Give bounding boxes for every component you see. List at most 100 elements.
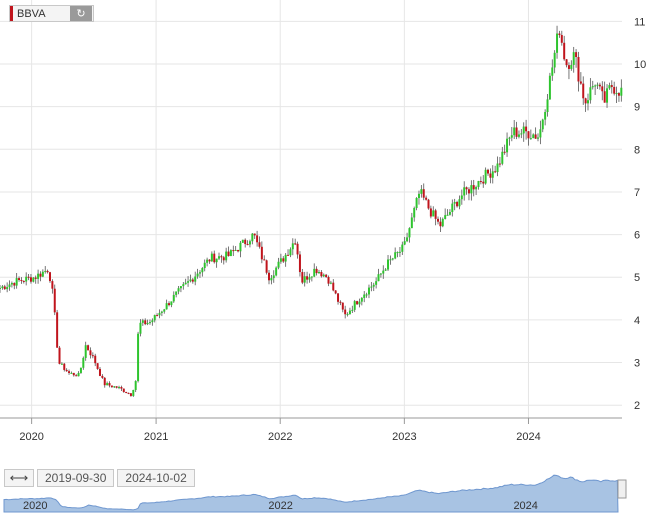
candle-body	[408, 228, 411, 238]
candle-body	[96, 363, 99, 369]
candle-body	[275, 267, 278, 276]
candle-body	[601, 86, 604, 92]
candle-body	[301, 272, 304, 283]
candle-body	[41, 271, 44, 277]
candle-body	[484, 169, 487, 184]
candle-body	[560, 35, 563, 43]
candle-body	[513, 127, 516, 136]
candle-body	[256, 235, 259, 243]
candle-body	[434, 210, 437, 219]
candle-body	[310, 276, 313, 278]
candle-body	[258, 242, 261, 247]
candle-body	[56, 312, 59, 348]
candle-body	[189, 279, 192, 282]
candle-body	[556, 33, 559, 53]
candle-body	[272, 275, 275, 279]
candle-body	[260, 246, 263, 260]
navigator-handle[interactable]	[617, 479, 627, 499]
candle-body	[175, 291, 178, 295]
candle-body	[101, 375, 104, 378]
candle-body	[187, 281, 190, 283]
candle-body	[201, 268, 204, 273]
candle-body	[351, 309, 354, 311]
candle-body	[439, 221, 442, 227]
candle-body	[441, 218, 444, 227]
range-from-value: 2019-09-30	[45, 471, 107, 485]
candle-body	[118, 386, 121, 388]
candle-body	[534, 134, 537, 139]
candle-body	[237, 249, 240, 252]
candle-body	[268, 272, 271, 281]
candle-body	[75, 375, 78, 377]
candle-body	[79, 367, 82, 373]
navigator[interactable]: 2020 2022 2024	[0, 462, 652, 516]
candle-body	[339, 301, 342, 303]
candle-body	[51, 281, 54, 289]
symbol-selector[interactable]: BBVA ↻	[9, 5, 94, 22]
candle-body	[446, 214, 449, 216]
candle-body	[294, 243, 297, 245]
candle-body	[68, 371, 71, 373]
y-tick-label: 11	[634, 16, 645, 28]
candle-body	[87, 345, 90, 351]
candle-body	[198, 272, 201, 274]
candle-body	[596, 84, 599, 86]
navigator-tick-label: 2022	[268, 500, 292, 512]
candle-body	[15, 278, 18, 286]
range-to-field[interactable]: 2024-10-02	[117, 469, 195, 487]
candle-body	[18, 278, 21, 280]
candle-body	[508, 137, 511, 139]
candle-body	[289, 249, 292, 256]
candle-body	[575, 52, 578, 58]
navigator-tick-label: 2020	[23, 500, 47, 512]
candle-body	[472, 185, 475, 190]
candle-body	[489, 173, 492, 178]
candle-body	[144, 320, 147, 325]
candle-body	[548, 75, 551, 100]
candle-body	[365, 294, 368, 296]
candle-body	[496, 163, 499, 173]
x-tick-label: 2020	[19, 431, 43, 443]
candle-body	[191, 279, 194, 282]
candle-body	[558, 33, 561, 36]
candle-body	[184, 282, 187, 285]
candle-body	[168, 303, 171, 306]
candle-body	[563, 42, 566, 60]
candle-body	[344, 309, 347, 315]
candle-body	[122, 388, 125, 392]
candle-body	[325, 274, 328, 278]
range-to-value: 2024-10-02	[125, 471, 187, 485]
candle-body	[139, 322, 142, 334]
candle-body	[156, 315, 159, 317]
y-tick-label: 3	[634, 358, 640, 370]
candle-body	[498, 163, 501, 165]
candles	[0, 25, 623, 397]
candle-body	[427, 199, 430, 209]
candle-body	[158, 312, 161, 316]
symbol-label: BBVA	[17, 7, 46, 20]
candle-body	[244, 239, 247, 245]
candle-body	[458, 199, 461, 207]
grid	[0, 0, 622, 418]
candle-body	[320, 271, 323, 277]
candle-body	[213, 253, 216, 263]
candle-body	[34, 277, 37, 279]
candle-body	[77, 372, 80, 377]
candle-body	[208, 259, 211, 262]
candle-body	[179, 286, 182, 289]
candle-body	[437, 218, 440, 222]
candle-body	[617, 93, 620, 96]
refresh-button[interactable]: ↻	[70, 6, 92, 21]
candle-body	[387, 259, 390, 270]
candle-body	[98, 368, 101, 376]
price-axis: 2 3 4 5 6 7 8 9 10 11	[634, 16, 646, 412]
candle-body	[506, 138, 509, 153]
y-tick-label: 9	[634, 102, 640, 114]
candle-body	[539, 129, 542, 138]
candle-body	[13, 282, 16, 286]
candle-body	[413, 208, 416, 218]
candle-body	[425, 197, 428, 200]
candle-body	[620, 87, 623, 96]
range-toggle-button[interactable]: ⟷	[4, 469, 34, 487]
range-from-field[interactable]: 2019-09-30	[37, 469, 115, 487]
